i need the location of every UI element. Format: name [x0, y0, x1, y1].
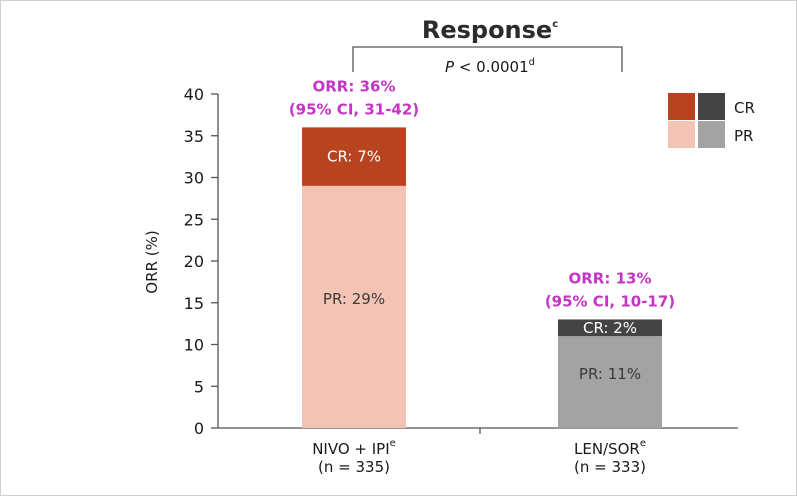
- y-ticks: 0 5 10 15 20 25 30 35 40: [184, 85, 218, 438]
- x-tick-labels: NIVO + IPIe(n = 335) LEN/SORe(n = 333): [312, 438, 646, 476]
- legend-swatch-pr: [698, 121, 725, 148]
- bar-segment-cr: [302, 127, 406, 186]
- orr-annotation: ORR: 13%: [569, 269, 652, 287]
- bar-segment-pr: [558, 336, 662, 428]
- orr-annotation: ORR: 36%: [313, 77, 396, 95]
- x-tick-label: LEN/SORe: [574, 438, 646, 458]
- cr-data-label: CR: 7%: [327, 148, 381, 166]
- p-value-label: P < 0.0001d: [445, 57, 535, 76]
- legend-label-pr: PR: [734, 127, 753, 145]
- comparison-bracket: [352, 46, 623, 72]
- x-tick-sublabel: (n = 333): [574, 458, 646, 476]
- x-tick-sublabel: (n = 335): [318, 458, 390, 476]
- bar-segment-cr: [558, 319, 662, 337]
- legend: CR PR: [668, 93, 755, 148]
- y-tick-label: 15: [184, 294, 204, 313]
- pr-data-label: PR: 29%: [323, 290, 385, 308]
- legend-swatch-cr: [698, 93, 725, 120]
- legend-label-cr: CR: [734, 99, 755, 117]
- y-tick-label: 30: [184, 169, 204, 188]
- orr-ci-annotation: (95% CI, 10-17): [545, 292, 675, 310]
- x-tick-label: NIVO + IPIe: [312, 438, 396, 458]
- legend-swatch-pr: [668, 121, 695, 148]
- legend-swatch-cr: [668, 93, 695, 120]
- chart-title: Responsec: [422, 16, 558, 44]
- y-tick-label: 35: [184, 127, 204, 146]
- bar-segment-pr: [302, 185, 406, 428]
- y-tick-label: 5: [194, 377, 204, 396]
- bars: PR: 29% CR: 7% ORR: 36% (95% CI, 31-42) PR: …: [289, 77, 675, 428]
- cr-data-label: CR: 2%: [583, 319, 637, 337]
- orr-ci-annotation: (95% CI, 31-42): [289, 100, 419, 118]
- y-tick-label: 0: [194, 419, 204, 438]
- pr-data-label: PR: 11%: [579, 365, 641, 383]
- y-tick-label: 40: [184, 85, 204, 104]
- y-axis-label: ORR (%): [143, 230, 161, 293]
- y-tick-label: 25: [184, 210, 204, 229]
- y-tick-label: 20: [184, 252, 204, 271]
- y-tick-label: 10: [184, 336, 204, 355]
